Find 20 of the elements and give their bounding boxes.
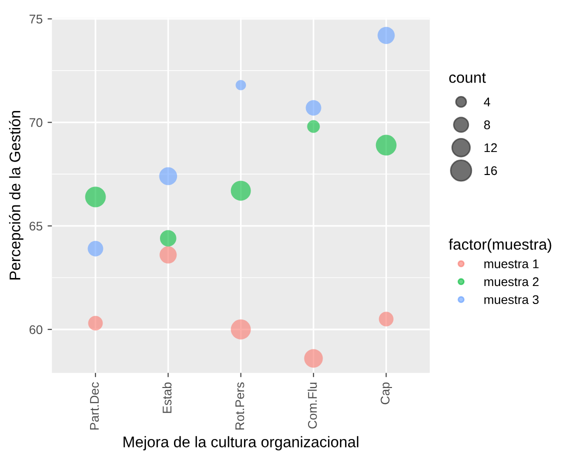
legend-label: 4 [484,98,490,106]
legend-label: muestra 1 [484,260,539,268]
legend-title: factor(muestra) [448,238,552,253]
legend-label: 16 [484,166,497,176]
x-tick-label: Part.Dec [90,382,99,430]
legend-label: muestra 3 [484,295,539,304]
legend-label: muestra 2 [484,277,539,286]
x-tick-label: Cap [380,382,392,404]
y-tick-label: 60 [30,325,42,334]
y-tick-label: 70 [30,118,42,128]
x-axis-title: Mejora de la cultura organizacional [124,436,358,450]
y-tick-label: 75 [30,14,42,24]
x-tick-label: Com.Flu [308,382,317,429]
x-tick-label: Rot.Pers [235,382,244,430]
y-tick-label: 65 [30,222,42,231]
x-tick-label: Estab [162,382,172,413]
text: count [449,72,486,83]
legend-label: 12 [484,143,497,152]
y-axis-title: Percepción de la Gestión [8,111,24,280]
legend-label: 8 [484,120,490,130]
